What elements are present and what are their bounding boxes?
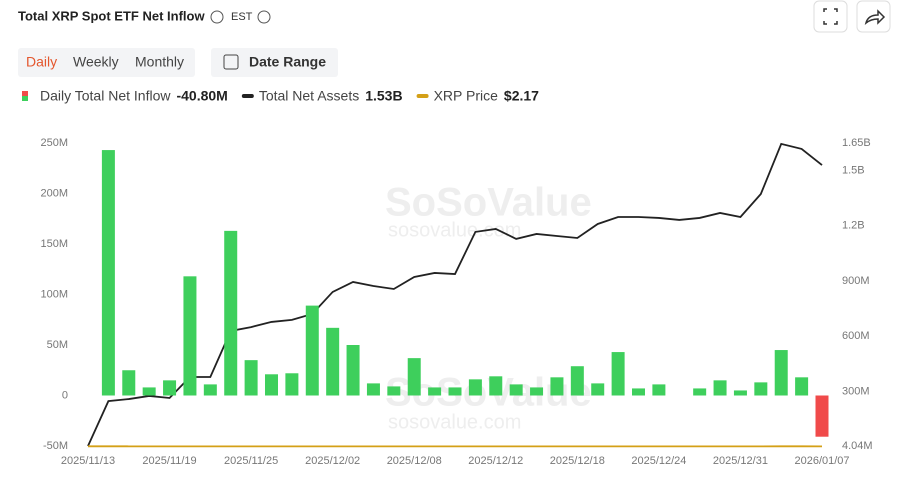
bar: [122, 370, 135, 395]
info-icon[interactable]: [211, 11, 223, 23]
x-tick-label: 2026/01/07: [794, 455, 849, 467]
title: Total XRP Spot ETF Net Inflow: [18, 8, 205, 23]
bar: [285, 373, 298, 395]
bar: [693, 388, 706, 395]
tab[interactable]: Daily: [26, 54, 57, 70]
legend-value: $2.17: [504, 88, 539, 104]
bar: [367, 383, 380, 395]
bar: [265, 374, 278, 395]
date-range: Date Range: [249, 54, 326, 70]
bar: [489, 376, 502, 395]
y-tick-label: 150M: [40, 238, 68, 250]
bar: [612, 352, 625, 395]
legend-swatch: [242, 94, 254, 98]
bar: [387, 386, 400, 395]
legend-swatch: [417, 94, 429, 98]
share-button[interactable]: [857, 1, 890, 32]
y2-tick-label: 900M: [842, 275, 870, 287]
y2-tick-label: 1.2B: [842, 220, 865, 232]
legend-label: Daily Total Net Inflow: [40, 88, 171, 104]
tab[interactable]: Monthly: [135, 54, 184, 70]
y-tick-label: -50M: [43, 440, 68, 452]
watermark: sosovalue.com: [388, 411, 521, 433]
legend: Daily Total Net Inflow -40.80M Total Net A…: [22, 88, 539, 104]
bar: [530, 387, 543, 395]
fullscreen-button[interactable]: [814, 1, 847, 32]
bar: [632, 388, 645, 395]
bar: [408, 358, 421, 395]
watermark: sosovalue.com: [388, 219, 521, 241]
bar: [714, 380, 727, 395]
x-tick-label: 2025/11/25: [224, 455, 278, 467]
x-tick-label: 2025/12/02: [305, 455, 360, 467]
legend-label: XRP Price: [434, 88, 499, 104]
bar: [754, 382, 767, 395]
x-tick-label: 2025/12/31: [713, 455, 768, 467]
bar: [245, 360, 258, 395]
bar: [652, 384, 665, 395]
bar: [734, 390, 747, 395]
legend-swatch: [22, 96, 28, 101]
y-tick-label: 200M: [40, 187, 68, 199]
bar: [183, 276, 196, 395]
tab[interactable]: Weekly: [73, 54, 119, 70]
bar: [428, 387, 441, 395]
bar: [795, 377, 808, 395]
bar: [224, 231, 237, 396]
bar: [775, 350, 788, 395]
x-tick-label: 2025/12/24: [631, 455, 686, 467]
y-tick-label: 100M: [40, 288, 68, 300]
bar: [102, 150, 115, 395]
watermark: SoSoValue: [385, 181, 592, 225]
y2-tick-label: 4.04M: [842, 440, 873, 452]
bar: [306, 306, 319, 396]
y-tick-label: 50M: [47, 339, 68, 351]
bar: [469, 379, 482, 395]
bar: [571, 366, 584, 395]
bar: [204, 384, 217, 395]
bar: [591, 383, 604, 395]
x-tick-label: 2025/12/18: [550, 455, 605, 467]
y2-tick-label: 1.5B: [842, 165, 865, 177]
bar: [510, 384, 523, 395]
bar: [326, 328, 339, 396]
legend-value: -40.80M: [176, 88, 227, 104]
y2-tick-label: 300M: [842, 385, 870, 397]
legend-label: Total Net Assets: [259, 88, 359, 104]
y-tick-label: 250M: [40, 137, 68, 149]
x-tick-label: 2025/12/08: [387, 455, 442, 467]
x-tick-label: 2025/11/19: [142, 455, 196, 467]
y-tick-label: 0: [62, 389, 68, 401]
bar: [347, 345, 360, 396]
legend-swatch: [22, 91, 28, 96]
y2-tick-label: 1.65B: [842, 137, 871, 149]
bar: [143, 387, 156, 395]
y2-tick-label: 600M: [842, 330, 870, 342]
bar: [163, 380, 176, 395]
bar: [550, 377, 563, 395]
legend-value: 1.53B: [365, 88, 402, 104]
timezone: EST: [231, 11, 253, 23]
x-tick-label: 2025/12/12: [468, 455, 523, 467]
x-tick-label: 2025/11/13: [61, 455, 115, 467]
bar: [816, 396, 829, 437]
info-icon[interactable]: [258, 11, 270, 23]
bar: [449, 387, 462, 395]
